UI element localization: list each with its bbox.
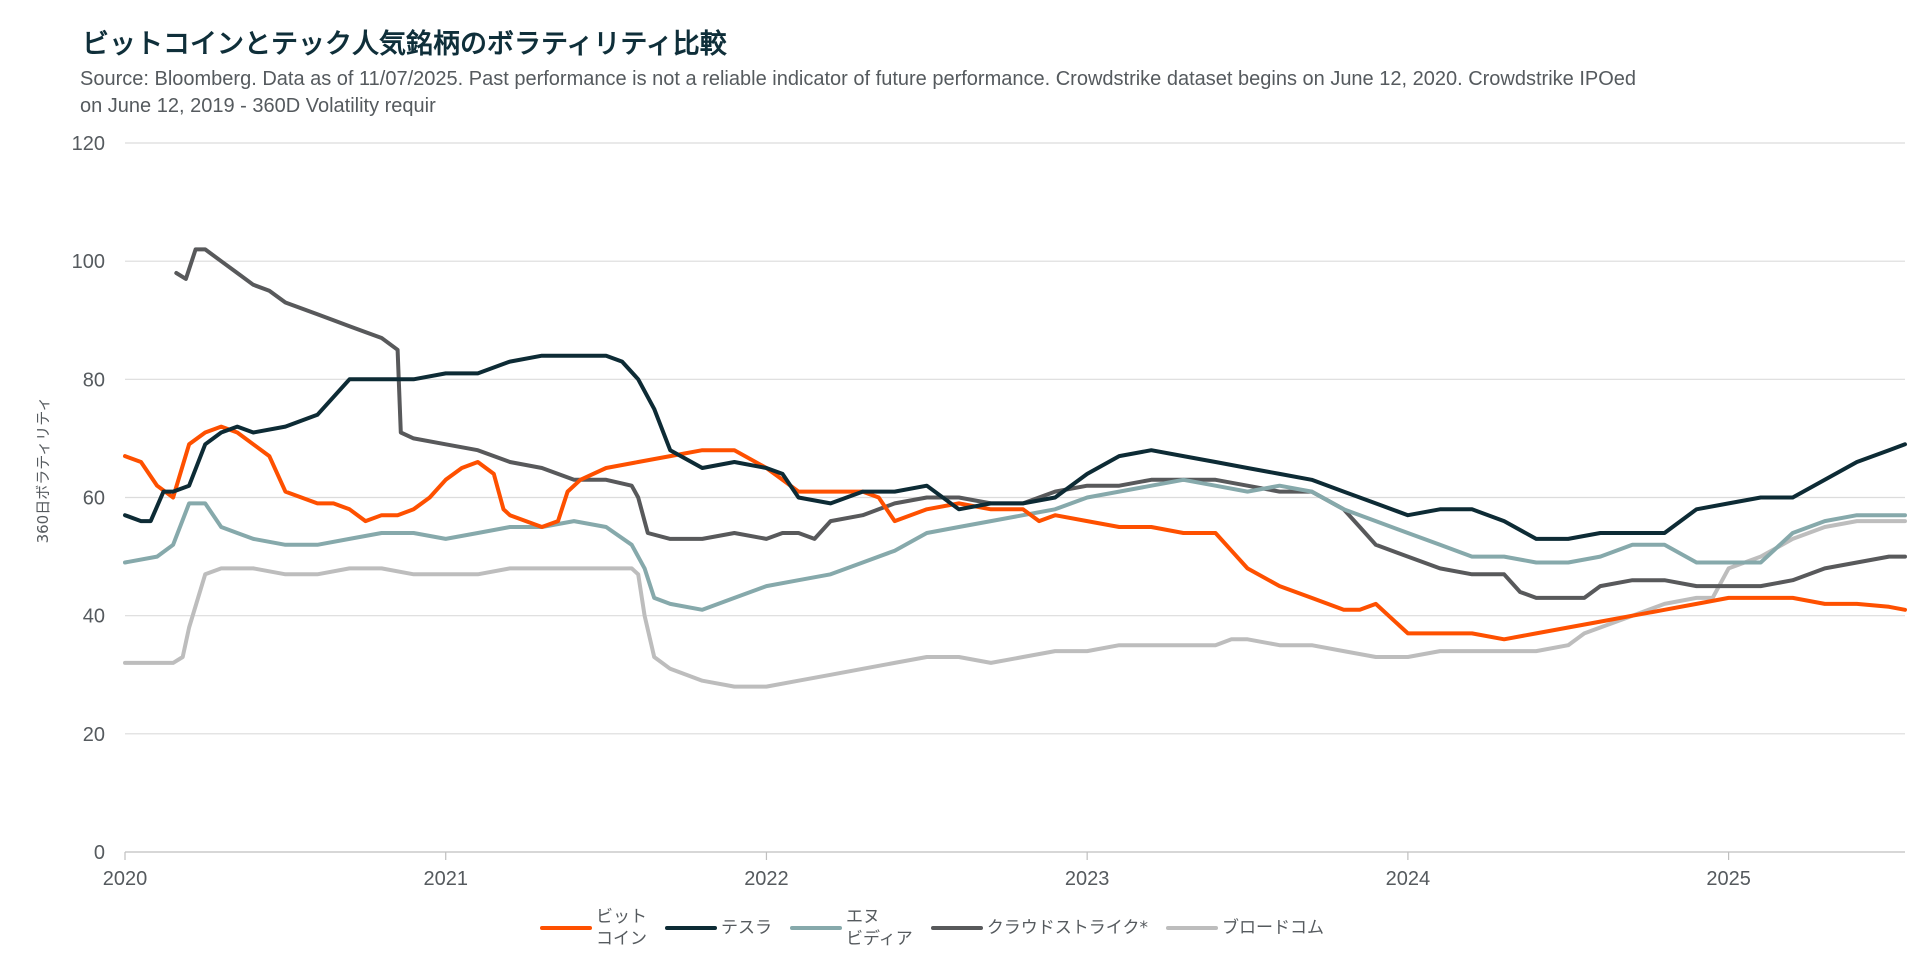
legend-swatch	[790, 926, 842, 930]
series-line-0	[123, 424, 1907, 642]
y-tick-label: 120	[72, 133, 105, 155]
chart-title: ビットコインとテック人気銘柄のボラティリティ比較	[82, 29, 727, 60]
legend-item: ブロードコム	[1165, 917, 1324, 939]
x-tick-label: 2021	[423, 868, 468, 890]
x-tick-label: 2023	[1065, 868, 1110, 890]
series-line-2	[123, 477, 1907, 612]
y-tick-label: 40	[83, 606, 105, 628]
legend-swatch	[665, 926, 717, 930]
series-lines	[123, 247, 1907, 689]
legend-item: エヌ ビディア	[790, 906, 913, 950]
legend-label: ビット コイン	[596, 907, 647, 949]
y-tick-label: 80	[83, 369, 105, 391]
series-line-3	[174, 247, 1907, 600]
gridlines	[125, 142, 1905, 853]
x-tick-label: 2025	[1706, 868, 1751, 890]
legend-item: ビット コイン	[540, 906, 647, 950]
legend-item: クラウドストライク*	[930, 917, 1148, 939]
legend-label: ブロードコム	[1221, 918, 1324, 938]
series-line-4	[123, 519, 1907, 689]
x-tick-label: 2020	[103, 868, 148, 890]
legend-swatch	[1165, 926, 1218, 930]
legend-swatch	[930, 926, 983, 930]
legend-label: クラウドストライク*	[986, 918, 1148, 938]
x-tick-label: 2022	[744, 868, 789, 890]
y-tick-label: 60	[83, 488, 105, 510]
legend-label: エヌ ビディア	[846, 907, 913, 949]
legend-label: テスラ	[721, 918, 772, 938]
y-tick-label: 0	[94, 842, 105, 864]
y-tick-label: 20	[83, 724, 105, 746]
series-line-1	[123, 353, 1907, 541]
legend-item: テスラ	[665, 917, 772, 939]
y-tick-label: 100	[72, 251, 105, 273]
axes: 0 20 40 60 80 100 120 2020 2021 2022 2023 2024 2025	[72, 133, 1751, 890]
legend-swatch	[540, 926, 592, 930]
chart-subtitle: Source: Bloomberg. Data as of 11/07/2025…	[80, 68, 1637, 117]
x-tick-label: 2024	[1386, 868, 1431, 890]
y-axis-label: 360日ボラティリティ	[34, 397, 52, 544]
legend: ビット コイン テスラ エヌ ビディア クラウドストライク* ブロードコム	[540, 900, 1342, 956]
